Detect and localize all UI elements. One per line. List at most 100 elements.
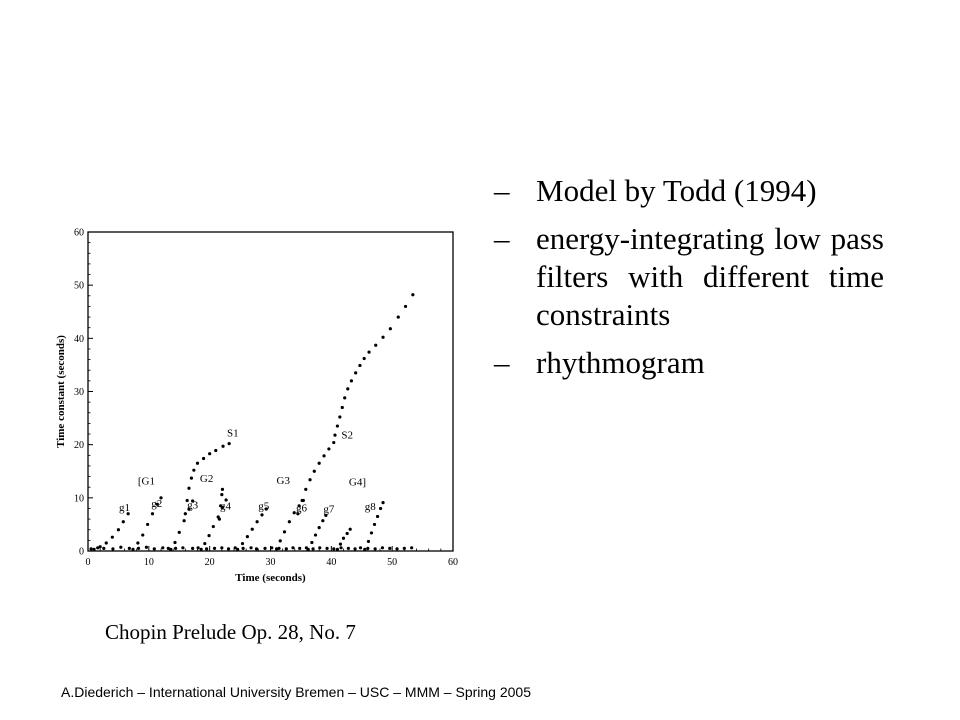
x-tick-label: 50 [387,557,397,568]
data-point [245,535,249,539]
data-point [161,546,165,550]
data-point [221,444,225,448]
data-point [177,530,181,534]
x-tick-label: 0 [86,557,91,568]
data-point [339,546,343,550]
data-point [349,379,354,383]
data-point [102,546,106,550]
data-point [136,546,141,550]
data-point [363,547,367,552]
data-point [327,447,331,451]
data-point [150,512,155,516]
y-tick-label: 60 [74,228,84,239]
annotation-label: g5 [258,501,270,513]
x-tick-label: 60 [448,557,458,568]
data-point [379,506,383,511]
data-point [381,335,385,339]
y-tick-label: 0 [79,547,84,558]
data-point [183,512,187,516]
data-point [96,546,100,550]
rhythmogram-chart: 0 10 20 30 40 50 60 0 10 20 30 40 50 60 Time (seconds)… [40,210,470,590]
data-point [187,486,191,490]
data-point [284,547,288,551]
data-point [220,487,225,491]
data-point [380,546,385,550]
data-point [375,514,380,519]
data-point [131,547,135,552]
annotation-label: g3 [187,499,199,511]
plot-frame [87,231,454,552]
data-point [304,487,308,491]
data-point [298,546,302,550]
data-point [343,396,347,400]
data-point [338,415,342,419]
data-point [312,469,316,473]
data-point [395,547,399,551]
data-point [277,546,281,550]
y-tick-label: 30 [74,387,84,398]
data-point [366,539,371,544]
data-point [321,519,325,523]
data-point [373,547,377,551]
data-point [207,533,211,538]
annotation-label: g1 [119,502,130,514]
data-point [226,547,231,551]
data-point [181,546,185,550]
y-tick-label: 50 [74,281,84,292]
data-point [240,541,245,546]
data-point [166,546,170,550]
annotation-label: S1 [227,428,239,440]
data-point [224,498,228,502]
x-tick-label: 10 [144,557,154,568]
annotation-label: G2 [200,473,213,485]
data-point [187,507,191,511]
data-point [233,546,237,550]
annotation-label: g4 [220,501,232,513]
data-point [260,513,264,517]
slide-footer: A.Diederich – International University B… [61,684,531,700]
data-point [322,454,326,458]
data-point [111,547,115,551]
data-point [341,536,346,540]
data-point [403,304,408,309]
data-point [214,448,218,453]
data-point [402,546,406,550]
data-point [325,546,329,550]
annotation-label: G4] [349,477,366,489]
data-point [192,468,196,472]
data-point [196,546,200,550]
y-tick-label: 10 [74,493,84,504]
data-point [182,519,186,523]
data-point [346,546,350,550]
data-point [212,546,217,550]
data-point [313,533,318,537]
data-point [211,524,215,529]
data-point [354,371,358,375]
data-point [263,546,267,550]
data-point [110,535,114,539]
data-point [126,512,130,516]
bullet-item: – energy-integrating low pass filters wi… [494,220,884,334]
bullet-text: energy-integrating low pass filters with… [536,221,884,332]
data-point [174,546,178,550]
data-point [270,546,274,550]
bullet-dash: – [494,173,510,208]
data-point [369,531,374,535]
data-point [282,530,287,534]
data-point [220,546,224,550]
data-point [362,356,366,361]
data-point [141,533,145,537]
data-point [311,547,315,551]
data-point [144,545,148,549]
figure-caption: Chopin Prelude Op. 28, No. 7 [105,620,356,644]
data-point [308,478,312,482]
data-point [340,405,344,410]
data-point [317,461,321,465]
data-point [152,547,156,551]
data-point [191,546,195,550]
chart-svg: 0 10 20 30 40 50 60 0 10 20 30 40 50 60 Time (seconds)… [55,228,458,585]
data-point [353,547,357,551]
bullet-text: rhythmogram [536,345,705,380]
data-point [119,545,123,549]
data-point [310,540,314,545]
